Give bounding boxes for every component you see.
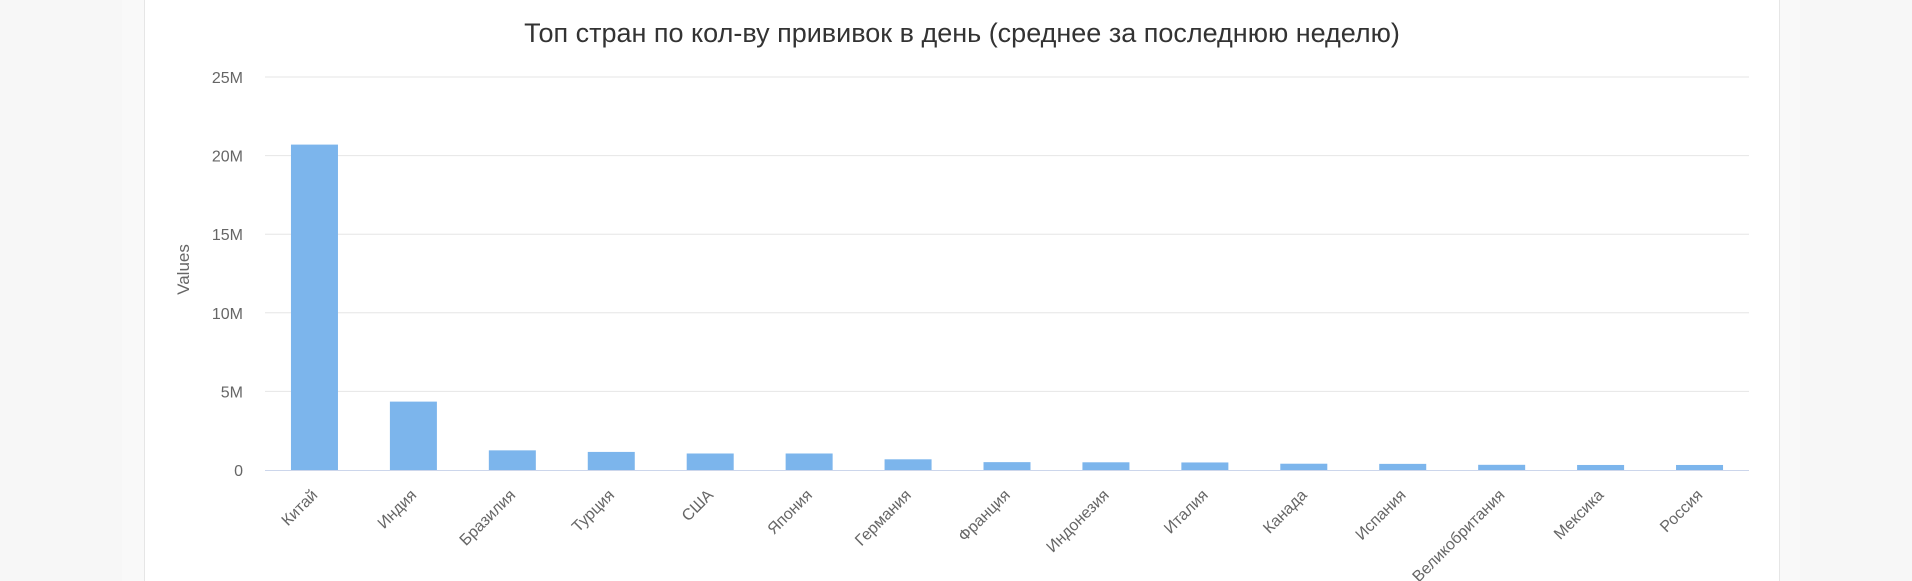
bar-4 <box>587 451 635 470</box>
x-tick-label: Турция <box>569 487 618 536</box>
bar-13 <box>1478 464 1526 470</box>
bar-15 <box>1676 464 1724 470</box>
x-tick-label: Индонезия <box>1044 487 1113 556</box>
bar-6 <box>785 453 833 470</box>
x-tick-label: США <box>679 487 717 525</box>
chart-card: Топ стран по кол-ву прививок в день (сре… <box>144 0 1780 581</box>
page-background: Топ стран по кол-ву прививок в день (сре… <box>122 0 1800 581</box>
bar-3 <box>488 450 536 470</box>
bar-8 <box>983 462 1031 470</box>
x-tick-label: Индия <box>375 487 420 532</box>
x-tick-label: Канада <box>1260 487 1310 537</box>
y-tick-label: 0 <box>234 463 243 480</box>
x-tick-label: Италия <box>1161 487 1212 538</box>
bar-1 <box>290 144 338 470</box>
x-tick-label: Япония <box>765 487 816 538</box>
bar-chart: 0 5M 10M 15M 20M 25M Values Китай Индия Бразилия Т… <box>174 70 1749 581</box>
bar-2 <box>389 401 437 470</box>
bar-7 <box>884 459 932 470</box>
bar-9 <box>1082 462 1130 470</box>
x-tick-label: Бразилия <box>457 487 519 549</box>
x-tick-label: Испания <box>1353 487 1410 544</box>
x-tick-label: Китай <box>279 487 322 530</box>
y-tick-label: 25M <box>212 70 243 87</box>
bar-5 <box>686 453 734 470</box>
bar-10 <box>1181 462 1229 470</box>
y-tick-label: 5M <box>221 384 243 401</box>
y-tick-label: 15M <box>212 227 243 244</box>
x-tick-label: Мексика <box>1551 487 1607 543</box>
x-tick-label: Россия <box>1657 487 1706 536</box>
bar-12 <box>1379 463 1427 470</box>
x-tick-label: Великобритания <box>1410 487 1509 581</box>
x-tick-label: Германия <box>852 487 915 550</box>
chart-title: Топ стран по кол-ву прививок в день (сре… <box>524 18 1400 48</box>
y-tick-label: 10M <box>212 306 243 323</box>
bar-14 <box>1577 464 1625 470</box>
y-axis-title: Values <box>174 244 193 295</box>
y-tick-label: 20M <box>212 149 243 166</box>
x-tick-label: Франция <box>955 487 1013 545</box>
bar-11 <box>1280 463 1328 470</box>
